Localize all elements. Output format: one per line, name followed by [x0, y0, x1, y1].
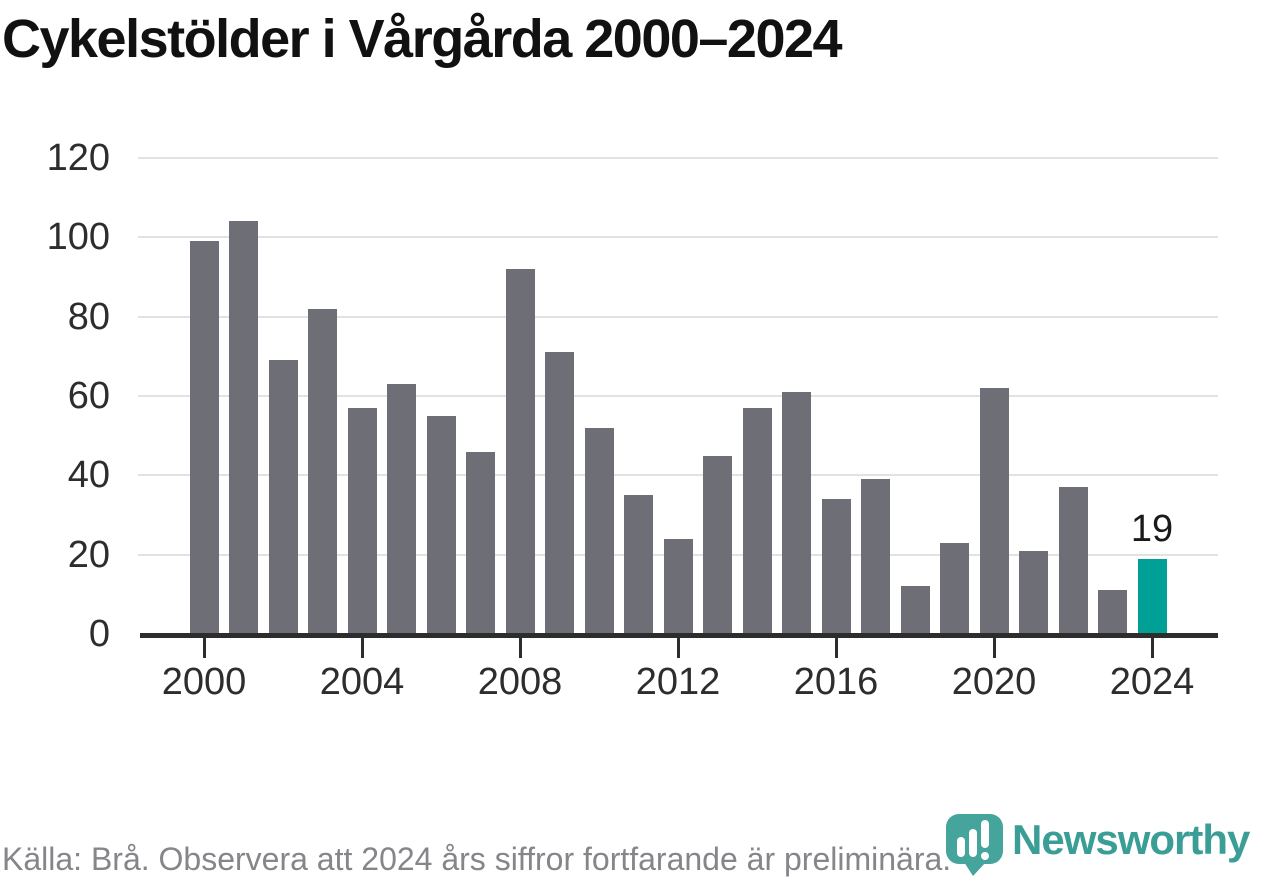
x-axis-line: [140, 633, 1218, 638]
y-gridline: [138, 157, 1218, 159]
bar-2003: [308, 308, 337, 634]
x-axis-tick: [992, 638, 996, 658]
bar-2022: [1058, 487, 1088, 634]
x-axis-tick-label: 2008: [477, 661, 563, 703]
x-axis-tick: [1150, 638, 1154, 658]
bar-2006: [426, 415, 456, 634]
bar-2002: [268, 360, 298, 634]
bar-2021: [1019, 550, 1048, 634]
newsworthy-bubble-chart-icon: [946, 814, 1003, 876]
chart-title: Cykelstölder i Vårgårda 2000–2024: [2, 9, 843, 69]
bar-2018: [900, 586, 930, 634]
bar-2009: [545, 352, 574, 634]
x-axis-tick-label: 2004: [319, 661, 405, 703]
x-axis-tick-label: 2016: [793, 661, 879, 703]
bar-2019: [940, 542, 969, 634]
highlight-value-label: 19: [1130, 507, 1174, 550]
y-axis-tick-label: 60: [67, 375, 110, 417]
newsworthy-logo: Newsworthy: [942, 808, 1262, 879]
bar-2007: [466, 451, 495, 634]
bar-2011: [624, 495, 653, 634]
bar-2004: [347, 407, 377, 634]
y-axis-tick-label: 100: [46, 216, 110, 259]
bar-2005: [387, 384, 416, 634]
x-axis-tick-label: 2020: [951, 661, 1037, 703]
bar-2015: [782, 392, 811, 634]
x-axis-tick-label: 2024: [1109, 661, 1195, 703]
bar-2012: [663, 538, 693, 634]
bar-2024: [1137, 558, 1167, 634]
source-note: Källa: Brå. Observera att 2024 års siffr…: [2, 841, 952, 877]
bar-2010: [584, 427, 614, 634]
bar-2023: [1098, 590, 1127, 634]
y-axis-tick-label: 0: [88, 613, 110, 655]
bar-2017: [861, 479, 890, 634]
x-axis-tick: [518, 638, 522, 658]
y-axis-tick-label: 80: [67, 295, 110, 338]
bar-2000: [189, 241, 219, 634]
y-axis-tick-label: 120: [46, 137, 110, 179]
y-gridline: [138, 395, 1218, 397]
x-axis-tick: [360, 638, 364, 658]
bar-2020: [979, 388, 1009, 634]
y-axis-tick-label: 40: [67, 454, 110, 497]
bar-2016: [821, 499, 851, 634]
x-axis-tick: [202, 638, 206, 658]
y-gridline: [138, 236, 1218, 239]
bar-2001: [229, 221, 258, 634]
bar-2008: [505, 269, 535, 634]
x-axis-tick-label: 2000: [161, 661, 247, 703]
y-gridline: [138, 474, 1218, 477]
x-axis-tick-label: 2012: [635, 661, 721, 703]
x-axis-tick: [834, 638, 838, 658]
newsworthy-wordmark: Newsworthy: [1012, 816, 1250, 863]
bar-2013: [703, 455, 732, 634]
bar-2014: [742, 407, 772, 634]
x-axis-tick: [676, 638, 680, 658]
y-gridline: [138, 315, 1218, 318]
y-axis-tick-label: 20: [67, 533, 110, 576]
